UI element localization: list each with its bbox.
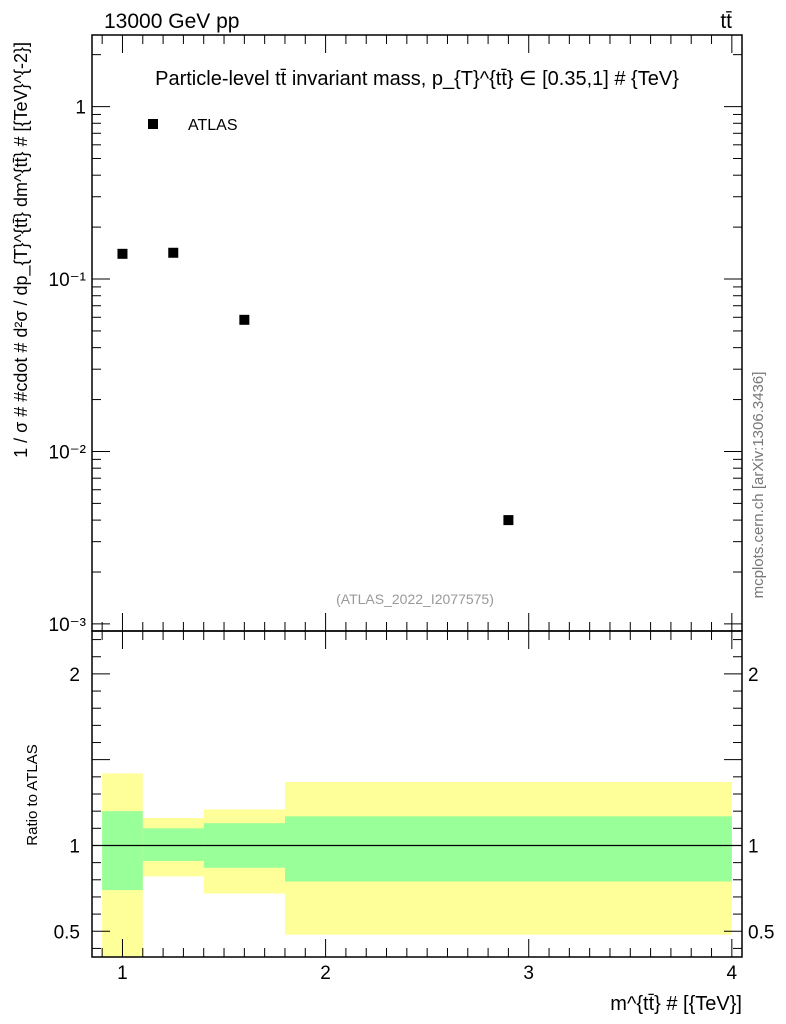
main-y-label: 1 / σ # #cdot # d²σ / dp_{T}^{tt̄} dm^{t… xyxy=(11,42,32,458)
legend-marker xyxy=(148,119,158,129)
inner-band-bin xyxy=(142,828,204,861)
inner-band-bin xyxy=(102,811,143,891)
main-y-axis: 10⁻³ 10⁻² 10⁻¹ 1 xyxy=(49,54,742,636)
x-tick-label: 4 xyxy=(727,963,738,984)
x-tick-label: 3 xyxy=(523,963,534,984)
source-label: mcplots.cern.ch [arXiv:1306.3436] xyxy=(750,372,767,599)
ratio-y-tick-label-right: 0.5 xyxy=(748,922,774,943)
ratio-y-tick-label: 0.5 xyxy=(54,922,80,943)
legend-label: ATLAS xyxy=(188,117,238,134)
ratio-y-tick-label-right: 1 xyxy=(748,836,759,857)
uncertainty-bands xyxy=(102,773,732,957)
ratio-y-tick-label: 2 xyxy=(69,665,80,686)
y-tick-label: 10⁻¹ xyxy=(49,270,87,291)
main-panel: 10⁻³ 10⁻² 10⁻¹ 1 Particle-level tt̄ invaria… xyxy=(11,34,743,636)
energy-label: 13000 GeV pp xyxy=(104,10,239,33)
y-tick-label: 10⁻² xyxy=(49,442,87,463)
y-tick-label: 10⁻³ xyxy=(49,615,87,636)
ratio-y-axis: 0.5 0.5 1 1 2 2 xyxy=(54,639,774,949)
main-x-ticks xyxy=(101,35,733,631)
x-axis-label: m^{tt̄} # [{TeV}] xyxy=(610,993,742,1015)
data-point xyxy=(503,515,514,526)
ratio-x-axis: 1 2 3 4 xyxy=(101,631,738,984)
data-point xyxy=(239,314,250,325)
x-tick-label: 1 xyxy=(117,963,128,984)
ratio-y-tick-label-right: 2 xyxy=(748,665,759,686)
main-title: Particle-level tt̄ invariant mass, p_{T}… xyxy=(155,68,679,90)
inner-band-bin xyxy=(284,816,732,882)
process-label: tt̄ xyxy=(720,10,732,33)
analysis-id: (ATLAS_2022_I2077575) xyxy=(336,591,494,607)
ratio-panel: 0.5 0.5 1 1 2 2 1 2 3 4 Ratio to ATLAS m^{tt̄} #… xyxy=(24,630,774,1015)
data-points xyxy=(117,247,514,526)
x-tick-label: 2 xyxy=(320,963,331,984)
ratio-y-label: Ratio to ATLAS xyxy=(24,744,41,845)
y-tick-label: 1 xyxy=(75,98,86,119)
data-point xyxy=(168,247,179,258)
data-point xyxy=(117,248,128,259)
ratio-y-tick-label: 1 xyxy=(69,836,80,857)
